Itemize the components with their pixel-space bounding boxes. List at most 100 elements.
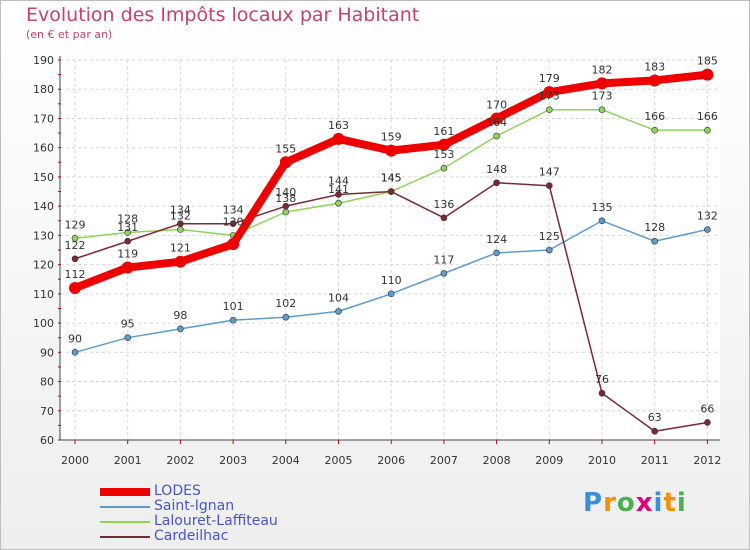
proxiti-logo: Proxiti — [583, 488, 687, 518]
data-point-lodes-2002 — [174, 255, 187, 268]
data-label-lalouret-laffiteau-2012: 166 — [697, 110, 718, 123]
data-label-saint-ignan-2001: 95 — [121, 318, 135, 331]
data-label-lodes-2000: 112 — [65, 268, 86, 281]
logo-letter: i — [676, 488, 687, 518]
data-label-lalouret-laffiteau-2000: 129 — [65, 218, 86, 231]
data-label-lodes-2012: 185 — [697, 55, 718, 68]
logo-letter: t — [663, 488, 677, 518]
data-point-cardeilhac-2007 — [440, 214, 448, 222]
x-tick-label-2012: 2012 — [693, 454, 721, 467]
data-point-saint-ignan-2006 — [387, 290, 395, 298]
x-tick-label-2007: 2007 — [430, 454, 458, 467]
data-point-lalouret-laffiteau-2009 — [545, 106, 553, 113]
logo-letter: o — [616, 488, 636, 518]
data-point-saint-ignan-2005 — [335, 308, 342, 315]
data-label-saint-ignan-2006: 110 — [381, 274, 402, 287]
y-tick-label-80: 80 — [40, 376, 54, 389]
data-point-cardeilhac-2012 — [704, 419, 711, 426]
legend-swatch-lalouret-laffiteau — [100, 521, 150, 523]
data-label-cardeilhac-2005: 144 — [328, 174, 349, 187]
data-point-lalouret-laffiteau-2008 — [493, 132, 500, 140]
x-tick-label-2009: 2009 — [535, 454, 563, 467]
data-point-cardeilhac-2001 — [124, 237, 131, 245]
data-point-saint-ignan-2001 — [124, 334, 131, 341]
data-point-cardeilhac-2005 — [335, 191, 342, 198]
data-label-cardeilhac-2009: 147 — [539, 166, 560, 179]
x-tick-label-2010: 2010 — [588, 454, 616, 467]
data-point-cardeilhac-2008 — [493, 179, 500, 187]
data-label-lodes-2011: 183 — [644, 60, 665, 73]
data-label-lodes-2005: 163 — [328, 119, 349, 132]
data-label-lalouret-laffiteau-2006: 145 — [381, 172, 402, 185]
x-tick-label-2008: 2008 — [483, 454, 511, 467]
data-point-lalouret-laffiteau-2002 — [177, 226, 184, 233]
data-point-cardeilhac-2010 — [598, 389, 606, 397]
data-point-lalouret-laffiteau-2007 — [440, 164, 448, 172]
data-point-saint-ignan-2004 — [282, 313, 290, 321]
data-label-cardeilhac-2001: 131 — [117, 221, 138, 234]
data-label-cardeilhac-2000: 122 — [65, 239, 86, 252]
y-tick-label-130: 130 — [33, 229, 54, 242]
data-label-saint-ignan-2003: 101 — [223, 300, 244, 313]
data-point-cardeilhac-2000 — [71, 255, 79, 263]
y-tick-label-190: 190 — [33, 54, 54, 67]
data-point-lalouret-laffiteau-2010 — [598, 106, 606, 113]
data-label-lodes-2006: 159 — [381, 131, 402, 144]
y-tick-label-70: 70 — [40, 405, 54, 418]
data-point-cardeilhac-2006 — [387, 188, 395, 195]
legend-label-lodes: LODES — [154, 483, 201, 499]
data-point-lodes-2010 — [596, 77, 608, 90]
data-label-cardeilhac-2004: 140 — [275, 186, 296, 199]
data-point-cardeilhac-2011 — [651, 427, 659, 435]
logo-letter: x — [635, 488, 654, 518]
data-point-cardeilhac-2009 — [545, 182, 553, 189]
data-label-lalouret-laffiteau-2009: 173 — [539, 90, 560, 103]
data-point-saint-ignan-2009 — [545, 246, 553, 254]
data-label-saint-ignan-2002: 98 — [173, 309, 187, 322]
data-label-lodes-2004: 155 — [275, 142, 296, 155]
data-point-saint-ignan-2008 — [493, 249, 500, 257]
data-point-cardeilhac-2004 — [282, 202, 290, 210]
data-label-lodes-2002: 121 — [170, 242, 191, 255]
data-label-cardeilhac-2012: 66 — [700, 402, 714, 415]
data-point-lodes-2009 — [543, 86, 556, 99]
y-tick-label-110: 110 — [33, 288, 54, 301]
data-label-lalouret-laffiteau-2005: 141 — [328, 183, 349, 196]
legend-label-lalouret-laffiteau: Lalouret-Laffiteau — [154, 513, 278, 529]
data-label-lalouret-laffiteau-2001: 128 — [117, 212, 138, 225]
y-tick-label-140: 140 — [33, 200, 54, 213]
data-point-lodes-2005 — [332, 132, 345, 145]
y-tick-label-150: 150 — [33, 171, 54, 184]
data-label-saint-ignan-2004: 102 — [275, 297, 296, 310]
data-point-lalouret-laffiteau-2004 — [282, 208, 290, 216]
data-label-saint-ignan-2012: 132 — [697, 210, 718, 223]
data-point-saint-ignan-2012 — [704, 226, 711, 233]
data-label-lalouret-laffiteau-2011: 166 — [644, 110, 665, 123]
x-tick-label-2002: 2002 — [166, 454, 194, 467]
data-point-lalouret-laffiteau-2005 — [335, 199, 342, 207]
data-point-lodes-2006 — [385, 144, 398, 157]
x-tick-label-2003: 2003 — [219, 454, 247, 467]
data-label-lodes-2001: 119 — [117, 248, 138, 261]
x-tick-label-2006: 2006 — [377, 454, 405, 467]
data-label-saint-ignan-2008: 124 — [486, 233, 507, 246]
data-label-saint-ignan-2005: 104 — [328, 291, 349, 304]
data-point-lalouret-laffiteau-2001 — [124, 229, 131, 236]
data-label-lalouret-laffiteau-2008: 164 — [486, 116, 507, 129]
data-point-saint-ignan-2011 — [651, 237, 659, 245]
data-label-cardeilhac-2011: 63 — [648, 411, 662, 424]
x-tick-label-2000: 2000 — [61, 454, 89, 467]
logo-letter: r — [603, 488, 617, 518]
y-tick-label-100: 100 — [33, 317, 54, 330]
data-label-cardeilhac-2003: 134 — [223, 204, 244, 217]
data-label-lodes-2008: 170 — [486, 98, 507, 111]
data-point-lodes-2003 — [227, 238, 240, 251]
data-label-lalouret-laffiteau-2004: 138 — [275, 192, 296, 205]
data-label-lodes-2007: 161 — [433, 125, 454, 138]
y-tick-label-180: 180 — [33, 83, 54, 96]
y-tick-label-120: 120 — [33, 259, 54, 272]
data-point-lodes-2011 — [648, 74, 661, 87]
x-tick-label-2004: 2004 — [272, 454, 300, 467]
data-point-saint-ignan-2007 — [440, 270, 448, 277]
